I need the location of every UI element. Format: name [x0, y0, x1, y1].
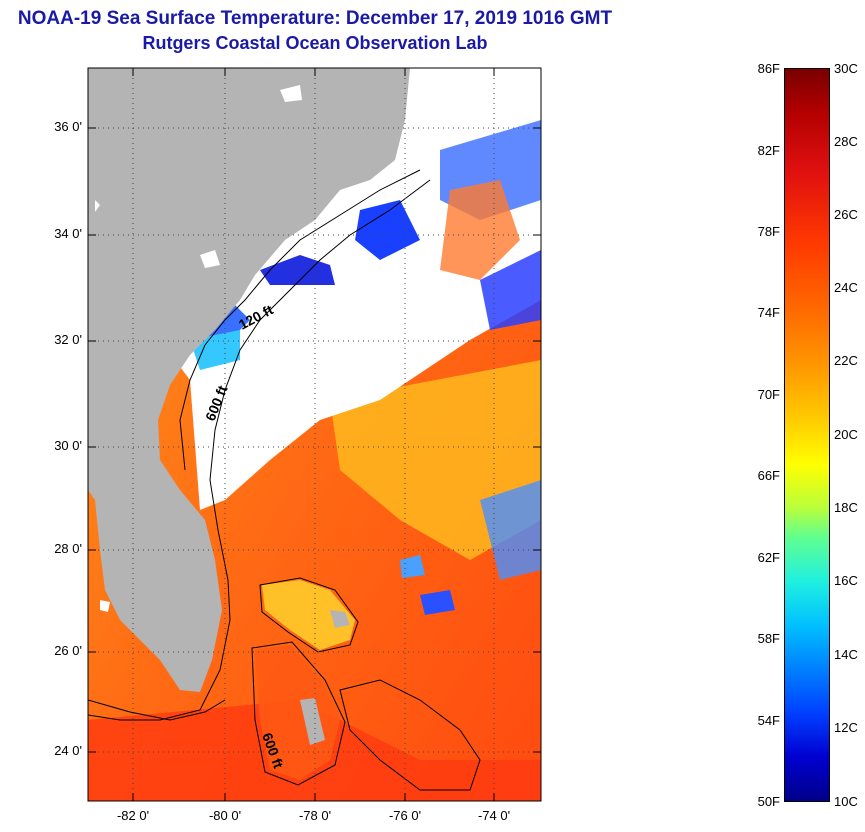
colorbar-f-label: 66F [757, 468, 780, 483]
lat-label: 36 0' [54, 119, 82, 134]
colorbar-f-label: 82F [757, 143, 780, 158]
lat-label: 28 0' [54, 541, 82, 556]
cool-water-patch [355, 200, 420, 260]
colorbar-f-label: 70F [757, 387, 780, 402]
graticule [88, 68, 541, 801]
colorbar-c-label: 14C [834, 647, 858, 662]
colorbar-f-label: 78F [757, 224, 780, 239]
cool-water-patch [480, 480, 541, 580]
bahamas-island [330, 610, 350, 628]
warm-filament [440, 180, 520, 280]
axis-ticks [88, 68, 541, 801]
cool-water-patch [260, 255, 335, 285]
colorbar-f-label: 58F [757, 631, 780, 646]
cool-water-patch [420, 590, 455, 615]
land-lake [280, 85, 302, 102]
contour-bahamas [251, 641, 346, 786]
colorbar-f-label: 74F [757, 305, 780, 320]
colorbar-c-label: 10C [834, 794, 858, 809]
cool-water-patch [400, 555, 425, 578]
contour-600ft [88, 179, 431, 721]
colorbar-c-label: 26C [834, 207, 858, 222]
temperature-colorbar [784, 68, 830, 802]
lat-label: 24 0' [54, 743, 82, 758]
contour-bahamas [259, 577, 359, 653]
map-title: NOAA-19 Sea Surface Temperature: Decembe… [17, 8, 613, 29]
lat-label: 26 0' [54, 643, 82, 658]
lat-label: 30 0' [54, 438, 82, 453]
colorbar-c-label: 30C [834, 61, 858, 76]
colorbar-f-label: 54F [757, 713, 780, 728]
contour-120ft [179, 169, 421, 471]
colorbar-c-label: 24C [834, 280, 858, 295]
land-florida [88, 68, 410, 692]
colorbar-c-label: 20C [834, 427, 858, 442]
lon-label: -74 0' [477, 808, 511, 823]
colorbar-f-label: 86F [757, 61, 780, 76]
map-subtitle: Rutgers Coastal Ocean Observation Lab [142, 33, 488, 53]
bahamas-bank [262, 580, 355, 650]
contour-keys [88, 699, 226, 721]
lat-label: 32 0' [54, 332, 82, 347]
bahamas-island [300, 698, 325, 745]
colorbar-c-label: 22C [834, 353, 858, 368]
colorbar-c-label: 12C [834, 720, 858, 735]
colorbar-c-label: 18C [834, 500, 858, 515]
contour-bahamas-south [339, 679, 481, 791]
colorbar-c-label: 16C [834, 573, 858, 588]
land-lake [100, 600, 110, 612]
cool-water-patch [480, 250, 541, 330]
lon-label: -80 0' [208, 808, 242, 823]
colorbar-f-label: 50F [757, 794, 780, 809]
lon-label: -78 0' [298, 808, 332, 823]
bahamas-bank [255, 645, 340, 780]
lon-label: -82 0' [116, 808, 150, 823]
lon-label: -76 0' [388, 808, 422, 823]
land-lake [200, 250, 220, 268]
colorbar-c-label: 28C [834, 134, 858, 149]
lat-label: 34 0' [54, 226, 82, 241]
colorbar-f-label: 62F [757, 550, 780, 565]
land-lake [95, 200, 100, 212]
